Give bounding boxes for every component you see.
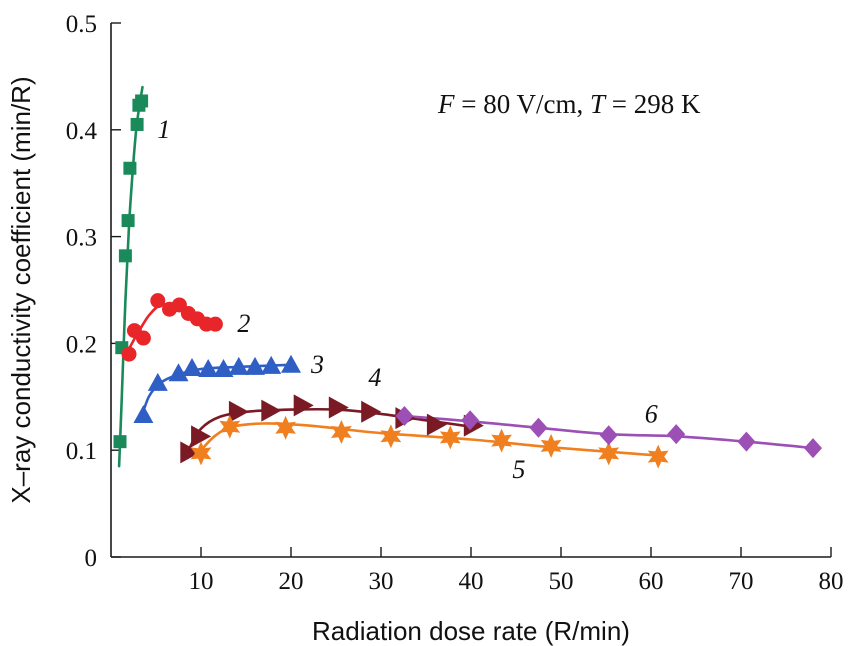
series-6-point: [804, 438, 822, 459]
series-5-point: [647, 444, 669, 469]
x-tick-label: 20: [279, 568, 304, 595]
series-6-point: [529, 417, 548, 438]
y-axis-title: X–ray conductivity coefficient (min/R): [6, 76, 36, 503]
series-1-point: [130, 117, 144, 131]
series-6-point: [737, 431, 756, 452]
y-ticks: 0 0.1 0.2 0.3 0.4 0.5: [66, 11, 121, 572]
x-ticks: 10 20 30 40 50 60 70 80: [189, 547, 844, 595]
annotation-t-value: = 298 K: [605, 89, 701, 119]
series-6-point: [667, 424, 686, 445]
x-tick-label: 60: [639, 568, 664, 595]
series-5-point: [439, 425, 461, 450]
conditions-annotation: F = 80 V/cm, T = 298 K: [437, 89, 701, 119]
y-tick-label: 0.2: [66, 331, 97, 358]
series-2-label: 2: [237, 309, 250, 338]
series-1-point: [123, 161, 137, 175]
x-tick-label: 50: [549, 568, 574, 595]
series-2-point: [121, 346, 137, 362]
annotation-var-f: F: [437, 89, 455, 119]
series-5-point: [275, 415, 296, 440]
series-1-curve: [117, 85, 144, 468]
series-6-label: 6: [645, 399, 658, 428]
series-1-point: [118, 249, 132, 263]
series-1-point: [135, 94, 149, 108]
series-2-point: [207, 316, 223, 332]
series-5-point: [190, 441, 212, 466]
series-4-point: [180, 441, 201, 464]
series-5-point: [219, 414, 241, 439]
series-6-point: [599, 425, 618, 446]
x-axis-title: Radiation dose rate (R/min): [312, 616, 630, 646]
series-4-point: [361, 400, 382, 423]
y-tick-label: 0.3: [66, 225, 97, 252]
y-tick-label: 0.4: [66, 118, 98, 145]
x-tick-label: 40: [459, 568, 484, 595]
series-5-label: 5: [512, 455, 525, 484]
y-tick-label: 0.5: [66, 11, 97, 38]
series-5-point: [598, 441, 620, 466]
series-3-point: [147, 372, 168, 391]
series-3-point: [245, 356, 265, 375]
series-4-point: [191, 425, 212, 448]
series-4-point: [293, 394, 314, 417]
series-4-point: [261, 399, 282, 422]
annotation-var-t: T: [590, 89, 607, 119]
series-lines: [117, 85, 815, 468]
series-2-point: [135, 330, 151, 346]
series-1-label: 1: [157, 115, 170, 144]
series-markers: [113, 94, 822, 469]
x-tick-label: 80: [819, 568, 844, 595]
series-3-point: [198, 359, 219, 378]
series-3-point: [133, 404, 154, 423]
series-3-point: [281, 354, 301, 373]
series-3-point: [261, 355, 282, 374]
series-2-point: [150, 293, 166, 309]
x-tick-label: 10: [189, 568, 214, 595]
annotation-f-value: = 80 V/cm,: [455, 89, 590, 119]
series-3-label: 3: [310, 350, 324, 379]
x-tick-label: 30: [369, 568, 394, 595]
series-3-point: [228, 356, 249, 375]
series-6-point: [395, 406, 414, 427]
series-5-point: [540, 433, 562, 458]
series-3-point: [213, 359, 234, 378]
series-1-point: [121, 214, 135, 228]
series-5-point: [331, 420, 352, 444]
series-5-point: [380, 424, 402, 449]
series-3-point: [168, 363, 189, 382]
series-labels: 1 2 3 4 5 6: [157, 115, 657, 484]
x-tick-label: 70: [729, 568, 754, 595]
y-tick-label: 0.1: [66, 438, 97, 465]
series-4-point: [426, 413, 447, 436]
y-tick-label: 0: [85, 545, 98, 572]
series-4-label: 4: [368, 363, 381, 392]
series-4-point: [328, 396, 349, 419]
series-6-point: [461, 410, 480, 431]
series-1-point: [113, 435, 127, 449]
series-4-point: [228, 400, 249, 423]
series-5-point: [491, 428, 512, 453]
series-3-point: [182, 357, 202, 376]
